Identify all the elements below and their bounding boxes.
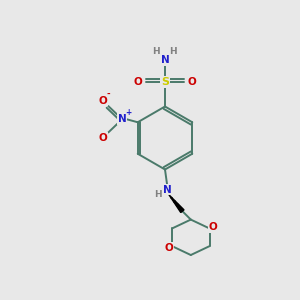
Text: O: O	[209, 222, 218, 232]
Polygon shape	[169, 195, 184, 212]
Text: O: O	[188, 77, 196, 87]
Text: S: S	[161, 77, 169, 87]
Text: +: +	[126, 108, 132, 117]
Text: H: H	[169, 47, 177, 56]
Text: H: H	[152, 47, 160, 56]
Text: O: O	[164, 243, 173, 253]
Text: O: O	[99, 133, 108, 143]
Text: N: N	[118, 114, 127, 124]
Text: H: H	[154, 190, 162, 199]
Text: O: O	[134, 77, 142, 87]
Text: N: N	[160, 55, 169, 65]
Text: N: N	[163, 184, 172, 195]
Text: O: O	[99, 96, 108, 106]
Text: -: -	[106, 89, 110, 98]
